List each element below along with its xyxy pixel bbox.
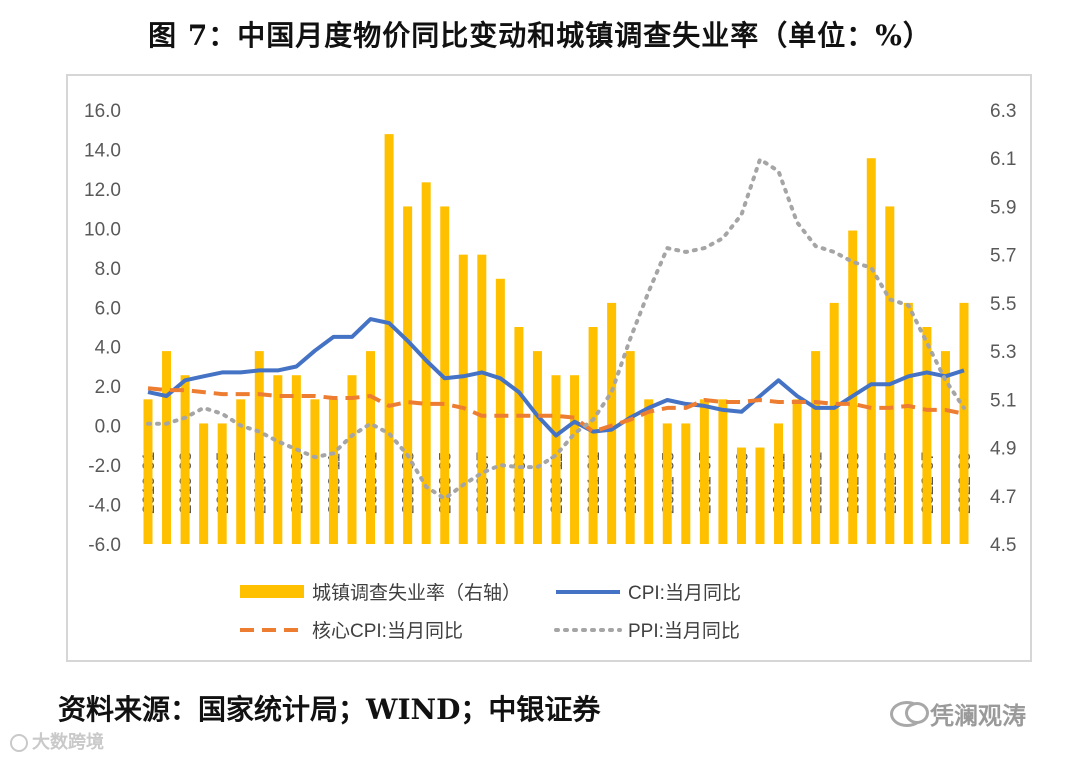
right-axis-tick-label: 5.9 [990, 197, 1016, 218]
unemployment-bar [903, 302, 913, 544]
chart-title: 图 7：中国月度物价同比变动和城镇调查失业率（单位：%） [148, 19, 932, 52]
unemployment-bar [236, 399, 246, 544]
unemployment-bar [384, 134, 394, 544]
unemployment-bar [291, 375, 301, 544]
unemployment-bar [959, 302, 969, 544]
left-axis-tick-label: 10.0 [84, 219, 121, 240]
unemployment-bar [792, 399, 802, 544]
unemployment-bar [829, 302, 839, 544]
right-axis-tick-label: 5.1 [990, 390, 1016, 411]
unemployment-bar [644, 399, 654, 544]
unemployment-bar [885, 206, 895, 544]
unemployment-bar [532, 351, 542, 544]
right-axis-tick-label: 4.5 [990, 535, 1016, 556]
right-axis-tick-label: 5.5 [990, 294, 1016, 315]
unemployment-bar [922, 327, 932, 544]
unemployment-bar [495, 278, 505, 544]
left-axis-tick-label: 14.0 [84, 140, 121, 161]
unemployment-bar [403, 206, 413, 544]
left-axis-tick-label: 16.0 [84, 101, 121, 122]
right-axis-tick-label: 6.3 [990, 101, 1016, 122]
watermark-right: 凭澜观涛 [890, 696, 1026, 731]
legend-label: 核心CPI:当月同比 [312, 620, 463, 642]
lines-layer [146, 157, 966, 501]
unemployment-bar [273, 375, 283, 544]
watermark-logo-icon [10, 734, 28, 752]
left-axis-tick-label: 12.0 [84, 180, 121, 201]
unemployment-bar [755, 447, 765, 544]
unemployment-bar [477, 254, 487, 544]
unemployment-bar [607, 302, 617, 544]
unemployment-bar [514, 327, 524, 544]
legend-swatch-unemployment [240, 585, 304, 598]
unemployment-bar [570, 375, 580, 544]
unemployment-bar [681, 423, 691, 544]
chart-frame [66, 74, 1032, 662]
core-cpi-line [147, 386, 965, 434]
unemployment-bar [347, 375, 357, 544]
left-axis-tick-label: -4.0 [88, 496, 121, 517]
unemployment-bar [736, 447, 746, 544]
legend-label: PPI:当月同比 [628, 620, 740, 642]
unemployment-bar [866, 158, 876, 544]
left-axis-tick-label: -2.0 [88, 456, 121, 477]
unemployment-bar [718, 399, 728, 544]
right-axis-tick-label: 5.7 [990, 246, 1016, 267]
unemployment-bar [199, 423, 209, 544]
left-axis-tick-label: -6.0 [88, 535, 121, 556]
left-axis-tick-label: 2.0 [95, 377, 121, 398]
right-axis-tick-label: 4.9 [990, 439, 1016, 460]
watermark-left-text: 大数跨境 [32, 732, 104, 753]
unemployment-bar [774, 423, 784, 544]
unemployment-bar [254, 351, 264, 544]
unemployment-bar [699, 399, 709, 544]
unemployment-bar [180, 375, 190, 544]
left-axis-tick-label: 4.0 [95, 338, 121, 359]
unemployment-bar [662, 423, 672, 544]
right-axis-tick-label: 4.7 [990, 487, 1016, 508]
legend-label: 城镇调查失业率（右轴） [312, 582, 521, 604]
unemployment-bar [217, 423, 227, 544]
right-axis-tick-label: 6.1 [990, 149, 1016, 170]
unemployment-bar [328, 399, 338, 544]
left-axis-tick-label: 8.0 [95, 259, 121, 280]
legend-label: CPI:当月同比 [628, 582, 741, 604]
unemployment-bar [366, 351, 376, 544]
unemployment-bar [440, 206, 450, 544]
ppi-line [146, 157, 966, 501]
left-axis-tick-label: 6.0 [95, 298, 121, 319]
unemployment-bar [811, 351, 821, 544]
left-axis-tick-label: 0.0 [95, 417, 121, 438]
wechat-icon [890, 700, 929, 727]
source-note: 资料来源：国家统计局；WIND；中银证券 [58, 693, 601, 726]
watermark-right-text: 凭澜观涛 [930, 702, 1026, 730]
right-axis-tick-label: 5.3 [990, 342, 1016, 363]
unemployment-bar [588, 327, 598, 544]
cpi-line [147, 317, 965, 438]
bars-layer [143, 134, 969, 545]
unemployment-bar [458, 254, 468, 544]
unemployment-bar [848, 230, 858, 545]
unemployment-bar [310, 399, 320, 544]
unemployment-bar [143, 399, 153, 544]
unemployment-bar [625, 351, 635, 544]
unemployment-bar [162, 351, 172, 544]
unemployment-bar [551, 375, 561, 544]
watermark-left: 大数跨境 [10, 728, 104, 754]
unemployment-bar [940, 351, 950, 544]
